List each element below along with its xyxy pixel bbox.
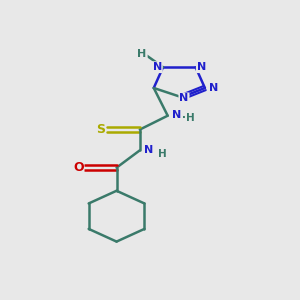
- Text: O: O: [73, 161, 83, 174]
- Text: N: N: [153, 62, 162, 72]
- Text: N: N: [145, 145, 154, 155]
- Text: S: S: [96, 123, 105, 136]
- Text: N: N: [179, 93, 189, 103]
- Text: N: N: [209, 83, 218, 93]
- Text: H: H: [137, 50, 147, 59]
- Text: N: N: [172, 110, 182, 119]
- Text: N: N: [197, 62, 206, 72]
- Text: H: H: [158, 149, 166, 159]
- Text: ·H: ·H: [182, 113, 195, 123]
